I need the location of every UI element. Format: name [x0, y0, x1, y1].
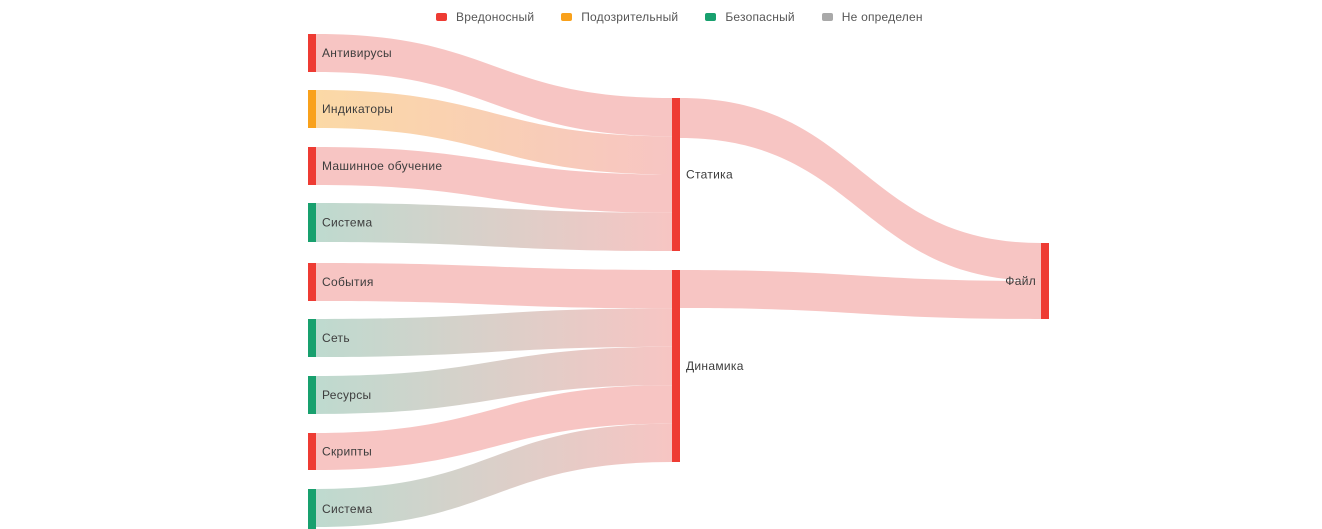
legend-swatch-suspicious-icon [561, 13, 573, 21]
legend-swatch-malicious-icon [436, 13, 447, 21]
legend-label-suspicious: Подозрительный [581, 10, 679, 24]
sankey-node-label-dinamika: Динамика [686, 359, 744, 373]
sankey-node-label-antivirusy: Антивирусы [322, 46, 392, 60]
legend: Вредоносный Подозрительный Безопасный Не… [436, 11, 923, 23]
legend-label-malicious: Вредоносный [456, 10, 535, 24]
sankey-node-label-statika: Статика [686, 168, 733, 182]
legend-item-malicious[interactable]: Вредоносный [436, 11, 534, 23]
legend-label-safe: Безопасный [725, 10, 795, 24]
sankey-link-resursy-dinamika[interactable] [316, 346, 672, 414]
sankey-link-sobytiya-dinamika[interactable] [316, 263, 672, 309]
sankey-node-resursy[interactable] [308, 376, 316, 414]
sankey-node-indikatory[interactable] [308, 90, 316, 128]
sankey-link-sistema1-statika[interactable] [316, 203, 672, 251]
sankey-node-skripty[interactable] [308, 433, 316, 470]
sankey-link-sistema2-dinamika[interactable] [316, 423, 672, 527]
sankey-node-label-indikatory: Индикаторы [322, 102, 393, 116]
sankey-node-antivirusy[interactable] [308, 34, 316, 72]
sankey-link-antivirusy-statika[interactable] [316, 34, 672, 137]
sankey-node-label-mashinnoe: Машинное обучение [322, 159, 442, 173]
sankey-node-mashinnoe[interactable] [308, 147, 316, 185]
legend-item-undefined[interactable]: Не определен [821, 10, 923, 24]
sankey-node-label-sistema2: Система [322, 502, 372, 516]
legend-label-undefined: Не определен [841, 10, 923, 24]
legend-item-safe[interactable]: Безопасный [705, 10, 795, 24]
sankey-node-fail[interactable] [1041, 243, 1049, 319]
legend-swatch-undefined-icon [821, 13, 833, 21]
sankey-link-dinamika-fail[interactable] [680, 270, 1041, 319]
sankey-link-skripty-dinamika[interactable] [316, 385, 672, 470]
sankey-link-set-dinamika[interactable] [316, 308, 672, 357]
sankey-node-label-resursy: Ресурсы [322, 388, 371, 402]
sankey-link-mashinnoe-statika[interactable] [316, 147, 672, 213]
sankey-node-sistema1[interactable] [308, 203, 316, 242]
sankey-node-statika[interactable] [672, 98, 680, 251]
sankey-node-dinamika[interactable] [672, 270, 680, 462]
legend-item-suspicious[interactable]: Подозрительный [561, 11, 678, 23]
sankey-node-label-sobytiya: События [322, 275, 374, 289]
sankey-node-sobytiya[interactable] [308, 263, 316, 301]
legend-swatch-safe-icon [705, 13, 717, 21]
sankey-link-indikatory-statika[interactable] [316, 90, 672, 175]
sankey-node-label-sistema1: Система [322, 216, 372, 230]
sankey-node-sistema2[interactable] [308, 489, 316, 529]
sankey-node-label-skripty: Скрипты [322, 445, 372, 459]
sankey-link-statika-fail[interactable] [680, 98, 1041, 281]
sankey-node-label-set: Сеть [322, 331, 350, 345]
sankey-node-set[interactable] [308, 319, 316, 357]
sankey-node-label-fail: Файл [1005, 274, 1036, 288]
